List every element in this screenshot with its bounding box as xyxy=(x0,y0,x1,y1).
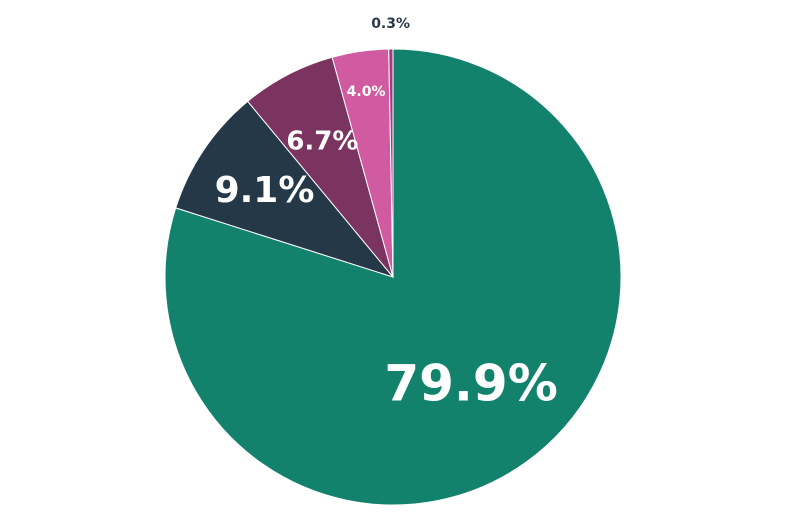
pie-slice-2 xyxy=(175,100,395,278)
pie-labels: 79.9% 9.1% 6.7% 4.0% 0.3% xyxy=(215,16,558,413)
pie-slice-label-2: 9.1% xyxy=(215,170,315,211)
pie-slice-5 xyxy=(388,48,394,278)
pie-slices xyxy=(164,48,622,506)
pie-slice-label-3: 6.7% xyxy=(286,127,358,157)
pie-slice-label-1: 79.9% xyxy=(384,355,557,413)
pie-slice-label-5: 0.3% xyxy=(371,16,410,32)
pie-slice-label-4: 4.0% xyxy=(347,84,386,100)
